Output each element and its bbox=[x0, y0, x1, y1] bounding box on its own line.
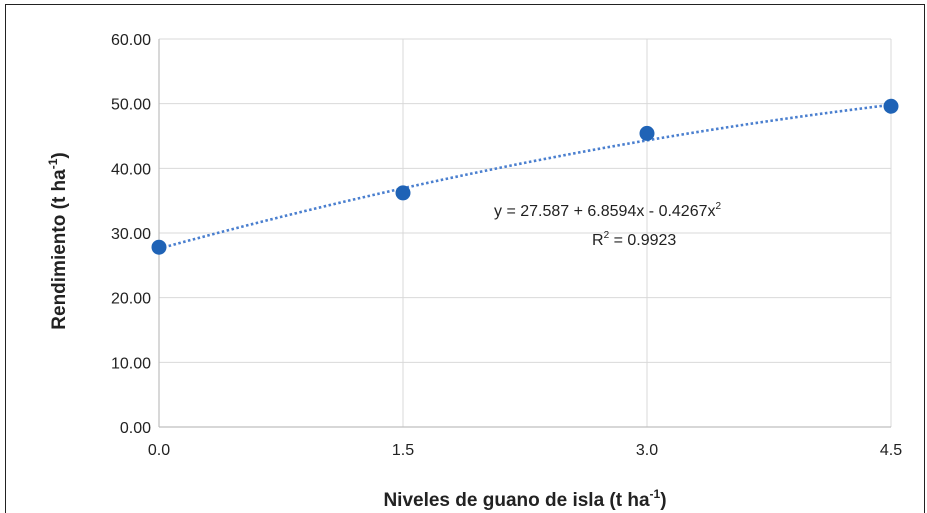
y-tick-label: 50.00 bbox=[111, 97, 151, 114]
x-tick-label: 0.0 bbox=[148, 442, 170, 459]
y-tick-label: 60.00 bbox=[111, 32, 151, 49]
trendline bbox=[159, 105, 891, 249]
data-point bbox=[152, 240, 167, 255]
y-tick-label: 30.00 bbox=[111, 226, 151, 243]
trendline-equation: y = 27.587 + 6.8594x - 0.4267x2 bbox=[494, 201, 722, 220]
r-squared-label: R2 = 0.9923 bbox=[592, 230, 676, 249]
y-tick-label: 20.00 bbox=[111, 291, 151, 308]
y-axis-title: Rendimiento (t ha-1) bbox=[46, 152, 70, 329]
grid bbox=[159, 39, 891, 427]
x-tick-label: 1.5 bbox=[392, 442, 414, 459]
data-point bbox=[396, 185, 411, 200]
y-tick-label: 40.00 bbox=[111, 161, 151, 178]
data-points bbox=[152, 99, 899, 255]
y-tick-label: 0.00 bbox=[120, 420, 151, 437]
x-axis-title: Niveles de guano de isla (t ha-1) bbox=[383, 487, 666, 511]
y-tick-label: 10.00 bbox=[111, 355, 151, 372]
data-point bbox=[640, 126, 655, 141]
x-tick-label: 4.5 bbox=[880, 442, 902, 459]
x-axis-ticks: 0.0 1.5 3.0 4.5 bbox=[148, 442, 902, 459]
x-tick-label: 3.0 bbox=[636, 442, 658, 459]
data-point bbox=[884, 99, 899, 114]
y-axis-ticks: 0.00 10.00 20.00 30.00 40.00 50.00 60.00 bbox=[111, 32, 151, 437]
